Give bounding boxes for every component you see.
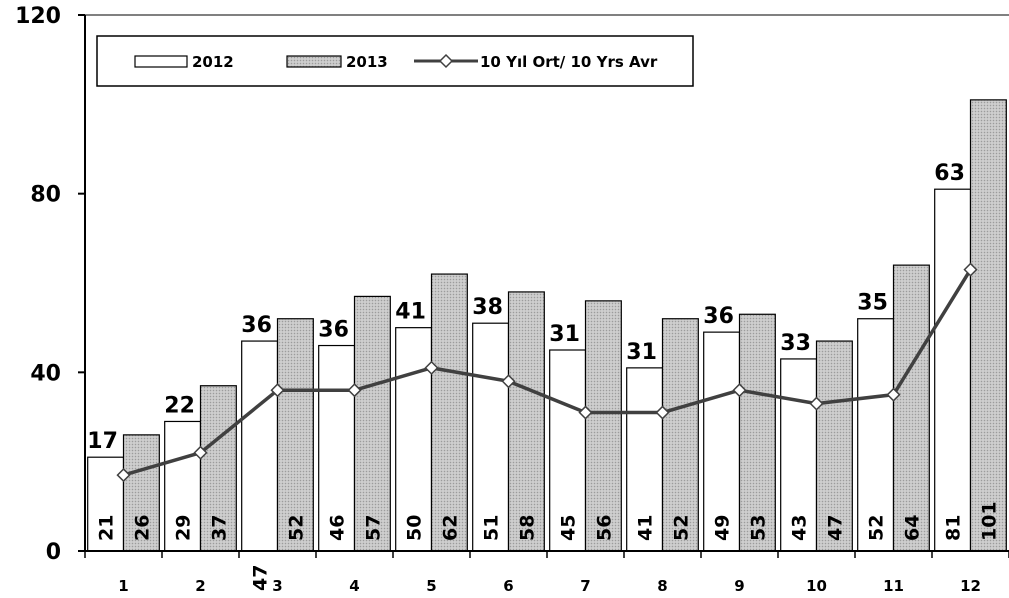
x-axis-ticks: 1 2 3 4 5 6 7 8 9 10 11 12: [84, 551, 1009, 595]
x-tick-label: 10: [806, 577, 827, 595]
average-value-label: 36: [318, 318, 349, 343]
y-tick-label: 80: [30, 183, 61, 208]
bar-value-label-2012: 81: [943, 515, 965, 541]
bar-value-label-2012: 52: [866, 515, 888, 541]
bar-2013: [353, 295, 391, 552]
legend-label-2013: 2013: [346, 53, 388, 71]
average-value-label: 41: [395, 300, 426, 325]
bar-value-label-2013: 64: [901, 515, 923, 541]
average-point: [809, 396, 824, 411]
bar-2012: [241, 340, 279, 552]
x-tick-label: 1: [118, 577, 128, 595]
bar-2013: [892, 264, 930, 552]
y-axis-ticks: 0 40 80 120: [15, 4, 85, 565]
average-value-label: 36: [241, 313, 272, 338]
average-value-label: 22: [164, 393, 195, 418]
bar-2012: [626, 367, 664, 552]
legend-swatch-2012: [134, 55, 188, 68]
x-tick-label: 6: [503, 577, 513, 595]
y-tick-label: 120: [15, 4, 61, 29]
average-point: [732, 383, 747, 398]
average-point: [578, 405, 593, 420]
bar-value-label-2013: 26: [131, 515, 153, 541]
bar-value-label-2012: 43: [789, 515, 811, 541]
bar-2013: [584, 300, 622, 552]
bar-value-label-2012: 49: [712, 515, 734, 541]
bar-value-label-2012: 46: [327, 515, 349, 541]
bar-2012: [934, 188, 972, 552]
bar-2012: [549, 349, 587, 552]
x-tick-label: 12: [960, 577, 981, 595]
bar-value-label-2012: 45: [558, 515, 580, 541]
bar-value-label-2012: 50: [404, 515, 426, 541]
legend: 2012 2013 10 Yıl Ort/ 10 Yrs Avr: [96, 35, 694, 87]
x-tick-label: 11: [883, 577, 904, 595]
bar-value-label-2013: 58: [516, 515, 538, 541]
bar-value-label-2013: 52: [670, 515, 692, 541]
bar-value-labels: 21 26 29 37 47 52 46 57 50 62 51 58 45 56 41 52 49 53 43 47…: [96, 501, 1001, 591]
bar-2012: [318, 344, 356, 552]
y-tick-label: 40: [30, 361, 61, 386]
x-tick-label: 3: [272, 577, 282, 595]
bar-2012: [87, 456, 125, 552]
x-tick-label: 4: [349, 577, 359, 595]
y-tick-label: 0: [46, 540, 61, 565]
average-value-label: 63: [934, 161, 965, 186]
average-value-label: 36: [703, 304, 734, 329]
average-value-label: 17: [87, 429, 118, 454]
average-value-label: 31: [626, 340, 657, 365]
bar-2013: [507, 291, 545, 552]
x-tick-label: 5: [426, 577, 436, 595]
legend-label-2012: 2012: [192, 53, 234, 71]
average-point: [270, 383, 285, 398]
bar-2013: [199, 385, 237, 552]
bar-2013: [661, 318, 699, 552]
bar-value-label-2013: 53: [747, 515, 769, 541]
bar-value-label-2012: 41: [635, 515, 657, 541]
bar-value-label-2013: 37: [208, 515, 230, 541]
bar-value-label-2013: 101: [978, 501, 1000, 541]
bar-2013: [815, 340, 853, 552]
average-value-label: 35: [857, 291, 888, 316]
x-tick-label: 2: [195, 577, 205, 595]
average-point: [347, 383, 362, 398]
legend-label-avg: 10 Yıl Ort/ 10 Yrs Avr: [480, 53, 658, 71]
average-point: [655, 405, 670, 420]
bar-value-label-2013: 52: [285, 515, 307, 541]
bar-value-label-2013: 47: [824, 515, 846, 541]
average-value-label: 33: [780, 331, 811, 356]
bar-2012: [164, 420, 202, 552]
average-value-label: 38: [472, 295, 503, 320]
average-point: [963, 262, 978, 277]
bar-2012: [780, 358, 818, 552]
bars: [87, 99, 1007, 552]
average-point: [886, 387, 901, 402]
average-point: [424, 360, 439, 375]
legend-box: [96, 35, 694, 87]
bar-2013: [430, 273, 468, 552]
bar-value-label-2012: 21: [96, 515, 118, 541]
bar-2013: [969, 99, 1007, 552]
x-tick-label: 9: [734, 577, 744, 595]
bar-value-label-2013: 62: [439, 515, 461, 541]
average-series-line: [123, 268, 972, 477]
average-point: [501, 374, 516, 389]
average-point: [116, 468, 131, 483]
bar-value-label-2013: 56: [593, 515, 615, 541]
legend-marker-avg: [438, 53, 454, 69]
bar-value-label-2012: 29: [173, 515, 195, 541]
bar-value-label-2013: 57: [362, 515, 384, 541]
bar-2012: [703, 331, 741, 552]
average-value-label: 31: [549, 322, 580, 347]
average-line: [116, 262, 978, 483]
average-value-labels: 17 22 36 36 41 38 31 31 36 33 35 63: [87, 161, 965, 454]
x-tick-label: 7: [580, 577, 590, 595]
legend-swatch-2013: [286, 55, 342, 68]
bar-value-label-2012: 51: [481, 515, 503, 541]
bar-value-label-2012: 47: [250, 565, 272, 591]
bar-2013: [276, 318, 314, 552]
average-point: [193, 445, 208, 460]
x-tick-label: 8: [657, 577, 667, 595]
